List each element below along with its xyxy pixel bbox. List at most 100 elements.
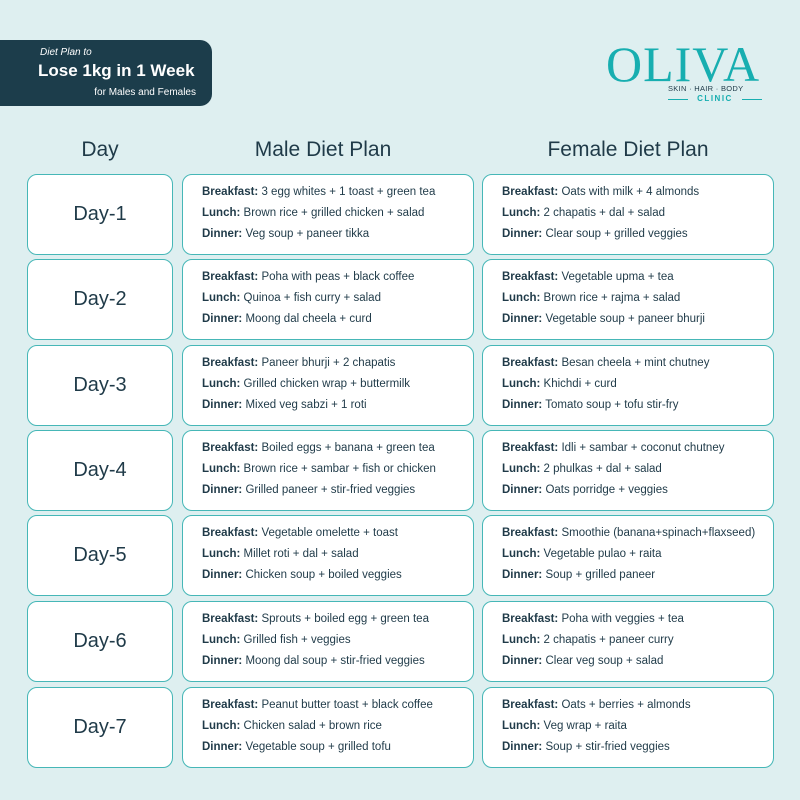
breakfast-label: Breakfast:	[202, 613, 259, 625]
lunch-line: Lunch: Brown rice + grilled chicken + sa…	[202, 207, 424, 219]
column-header-male: Male Diet Plan	[254, 138, 392, 161]
male-plan-cell: Breakfast: Paneer bhurji + 2 chapatis Lun…	[182, 345, 474, 426]
lunch-label: Lunch:	[202, 207, 241, 219]
breakfast-meal: 3 egg whites + 1 toast + green tea	[261, 186, 436, 198]
dinner-line: Dinner: Veg soup + paneer tikka	[202, 228, 369, 240]
lunch-line: Lunch: Vegetable pulao + raita	[502, 548, 662, 560]
day-cell: Day-4	[27, 430, 173, 511]
lunch-label: Lunch:	[202, 720, 241, 732]
male-plan-cell: Breakfast: Boiled eggs + banana + green …	[182, 430, 474, 511]
breakfast-label: Breakfast:	[202, 527, 259, 539]
breakfast-meal: Besan cheela + mint chutney	[561, 357, 710, 369]
dinner-meal: Veg soup + paneer tikka	[245, 228, 370, 240]
table-row: Day-1 Breakfast: 3 egg whites + 1 toast +…	[0, 174, 800, 255]
day-cell: Day-3	[27, 345, 173, 426]
pretitle: Diet Plan to	[40, 47, 92, 58]
breakfast-label: Breakfast:	[502, 527, 559, 539]
dinner-meal: Clear veg soup + salad	[545, 655, 664, 667]
dinner-line: Dinner: Vegetable soup + grilled tofu	[202, 741, 391, 753]
dinner-meal: Vegetable soup + grilled tofu	[245, 741, 391, 753]
dinner-label: Dinner:	[502, 569, 543, 581]
dinner-label: Dinner:	[502, 228, 543, 240]
lunch-line: Lunch: Millet roti + dal + salad	[202, 548, 359, 560]
dinner-label: Dinner:	[202, 399, 243, 411]
male-plan-cell: Breakfast: Vegetable omelette + toast Lun…	[182, 515, 474, 596]
breakfast-line: Breakfast: Vegetable upma + tea	[502, 271, 674, 283]
title-badge: Diet Plan to Lose 1kg in 1 Week for Male…	[0, 40, 212, 106]
breakfast-label: Breakfast:	[502, 442, 559, 454]
dinner-label: Dinner:	[502, 399, 543, 411]
breakfast-label: Breakfast:	[202, 186, 259, 198]
lunch-label: Lunch:	[202, 634, 241, 646]
oliva-logo: OLIVA SKIN · HAIR · BODY CLINIC	[606, 36, 762, 106]
dinner-line: Dinner: Oats porridge + veggies	[502, 484, 668, 496]
dinner-label: Dinner:	[202, 313, 243, 325]
lunch-line: Lunch: 2 phulkas + dal + salad	[502, 463, 662, 475]
dinner-meal: Moong dal cheela + curd	[245, 313, 372, 325]
lunch-line: Lunch: Khichdi + curd	[502, 378, 617, 390]
female-plan-cell: Breakfast: Smoothie (banana+spinach+flax…	[482, 515, 774, 596]
lunch-label: Lunch:	[202, 463, 241, 475]
dinner-label: Dinner:	[202, 741, 243, 753]
breakfast-line: Breakfast: Oats + berries + almonds	[502, 699, 691, 711]
lunch-meal: 2 chapatis + dal + salad	[543, 207, 666, 219]
dinner-line: Dinner: Tomato soup + tofu stir-fry	[502, 399, 679, 411]
female-plan-cell: Breakfast: Oats with milk + 4 almonds Lun…	[482, 174, 774, 255]
breakfast-line: Breakfast: Oats with milk + 4 almonds	[502, 186, 699, 198]
breakfast-label: Breakfast:	[202, 699, 259, 711]
lunch-label: Lunch:	[502, 720, 541, 732]
breakfast-line: Breakfast: Boiled eggs + banana + green …	[202, 442, 435, 454]
breakfast-meal: Poha with veggies + tea	[561, 613, 684, 625]
breakfast-meal: Sprouts + boiled egg + green tea	[261, 613, 429, 625]
lunch-meal: Brown rice + grilled chicken + salad	[243, 207, 425, 219]
lunch-line: Lunch: Brown rice + sambar + fish or chi…	[202, 463, 436, 475]
breakfast-label: Breakfast:	[502, 357, 559, 369]
day-cell: Day-7	[27, 687, 173, 768]
breakfast-line: Breakfast: Smoothie (banana+spinach+flax…	[502, 527, 755, 539]
dinner-meal: Grilled paneer + stir-fried veggies	[245, 484, 416, 496]
lunch-line: Lunch: Grilled fish + veggies	[202, 634, 351, 646]
dinner-meal: Mixed veg sabzi + 1 roti	[245, 399, 367, 411]
female-plan-cell: Breakfast: Vegetable upma + tea Lunch: Br…	[482, 259, 774, 340]
breakfast-meal: Boiled eggs + banana + green tea	[261, 442, 435, 454]
dinner-line: Dinner: Chicken soup + boiled veggies	[202, 569, 402, 581]
breakfast-meal: Vegetable upma + tea	[561, 271, 674, 283]
lunch-meal: Grilled fish + veggies	[243, 634, 351, 646]
lunch-line: Lunch: Brown rice + rajma + salad	[502, 292, 680, 304]
lunch-meal: Brown rice + rajma + salad	[543, 292, 681, 304]
lunch-label: Lunch:	[502, 548, 541, 560]
breakfast-meal: Vegetable omelette + toast	[261, 527, 398, 539]
logo-tagline: SKIN · HAIR · BODY	[668, 84, 744, 93]
dinner-line: Dinner: Clear veg soup + salad	[502, 655, 663, 667]
dinner-meal: Clear soup + grilled veggies	[545, 228, 688, 240]
dinner-label: Dinner:	[502, 484, 543, 496]
breakfast-line: Breakfast: Peanut butter toast + black c…	[202, 699, 433, 711]
lunch-label: Lunch:	[502, 463, 541, 475]
lunch-meal: Veg wrap + raita	[543, 720, 627, 732]
lunch-meal: Grilled chicken wrap + buttermilk	[243, 378, 411, 390]
page-title: Lose 1kg in 1 Week	[38, 61, 195, 80]
lunch-meal: Millet roti + dal + salad	[243, 548, 359, 560]
lunch-meal: 2 chapatis + paneer curry	[543, 634, 674, 646]
logo-clinic: CLINIC	[668, 94, 762, 103]
breakfast-label: Breakfast:	[502, 699, 559, 711]
dinner-label: Dinner:	[202, 655, 243, 667]
column-header-female: Female Diet Plan	[547, 138, 709, 161]
lunch-meal: 2 phulkas + dal + salad	[543, 463, 662, 475]
table-row: Day-5 Breakfast: Vegetable omelette + toa…	[0, 515, 800, 596]
dinner-line: Dinner: Clear soup + grilled veggies	[502, 228, 688, 240]
breakfast-label: Breakfast:	[202, 271, 259, 283]
day-cell: Day-6	[27, 601, 173, 682]
day-cell: Day-1	[27, 174, 173, 255]
logo-word: OLIVA	[606, 36, 761, 92]
dinner-line: Dinner: Grilled paneer + stir-fried vegg…	[202, 484, 415, 496]
dinner-line: Dinner: Vegetable soup + paneer bhurji	[502, 313, 705, 325]
lunch-label: Lunch:	[502, 634, 541, 646]
dinner-line: Dinner: Moong dal cheela + curd	[202, 313, 372, 325]
female-plan-cell: Breakfast: Poha with veggies + tea Lunch:…	[482, 601, 774, 682]
lunch-label: Lunch:	[502, 378, 541, 390]
female-plan-cell: Breakfast: Idli + sambar + coconut chutn…	[482, 430, 774, 511]
lunch-label: Lunch:	[502, 207, 541, 219]
dinner-line: Dinner: Soup + grilled paneer	[502, 569, 655, 581]
breakfast-line: Breakfast: 3 egg whites + 1 toast + gree…	[202, 186, 435, 198]
